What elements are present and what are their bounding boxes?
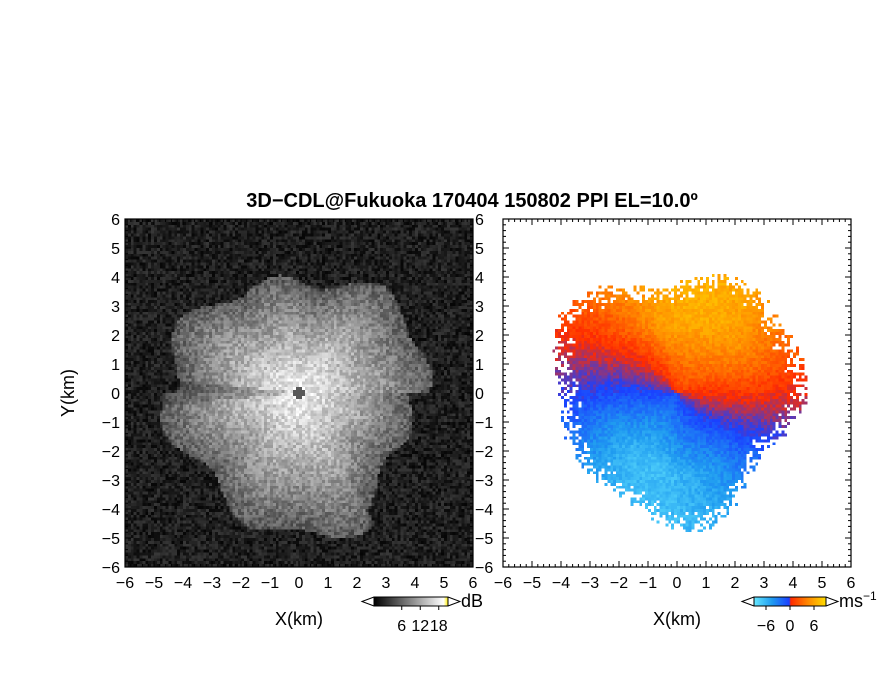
colorbar-tick-label: 6	[810, 618, 819, 635]
x-tick-label: 4	[789, 575, 798, 592]
y-tick-label: −3	[475, 473, 493, 490]
y-tick-label: 5	[111, 241, 120, 258]
x-tick-label: 5	[818, 575, 827, 592]
y-axis-label: Y(km)	[58, 369, 78, 417]
x-tick-label: 3	[382, 575, 391, 592]
y-tick-label: 0	[111, 386, 120, 403]
y-tick-label: −5	[475, 531, 493, 548]
colorbar-tick-label: 6	[397, 618, 406, 635]
colorbar-unit: ms−1	[839, 589, 877, 611]
velocity-heatmap	[503, 219, 851, 567]
x-tick-label: −1	[639, 575, 657, 592]
x-tick-label: −3	[581, 575, 599, 592]
y-tick-label: 1	[111, 357, 120, 374]
colorbar-gradient	[373, 596, 449, 607]
x-tick-label: −4	[552, 575, 570, 592]
y-tick-label: 1	[475, 357, 484, 374]
y-tick-label: −1	[475, 415, 493, 432]
y-tick-label: −6	[475, 560, 493, 577]
y-tick-label: 4	[111, 270, 120, 287]
x-tick-label: −6	[116, 575, 134, 592]
x-tick-label: 2	[731, 575, 740, 592]
y-tick-label: 4	[475, 270, 484, 287]
colorbar-unit-exponent: −1	[863, 589, 877, 603]
x-tick-label: 4	[411, 575, 420, 592]
x-tick-label: −6	[494, 575, 512, 592]
velocity-panel: −6 −5 −4 −3 −2 −1 0 1 2 3 4 5 6 X(km) −6 0 6 ms−1	[494, 218, 877, 635]
y-tick-label: 3	[475, 299, 484, 316]
y-tick-label: 2	[111, 328, 120, 345]
y-tick-labels: 6 6 5 5 4 4 3 3 2 2 1 1 0 0 −1 −1 −2 −2 −3 −3 −4 −4 −5 −5 −6 −6	[102, 212, 494, 577]
y-tick-label: −3	[102, 473, 120, 490]
colorbar-unit: dB	[461, 591, 483, 611]
x-tick-label: −5	[145, 575, 163, 592]
velocity-colorbar: −6 0 6 ms−1	[740, 589, 877, 635]
colorbar-unit-base: ms	[839, 591, 863, 611]
figure-title: 3D−CDL@Fukuoka 170404 150802 PPI EL=10.0…	[246, 190, 698, 212]
reflectivity-heatmap	[125, 219, 473, 567]
x-tick-label: −2	[232, 575, 250, 592]
y-tick-label: −2	[102, 444, 120, 461]
reflectivity-panel: 6 65 54 43 32 21 10 0−1 −1−2 −2−3 −3−4 −4−5 −5−6 −6 −…	[58, 212, 493, 635]
y-tick-label: −4	[475, 502, 493, 519]
y-tick-label: −1	[102, 415, 120, 432]
y-tick-label: −4	[102, 502, 120, 519]
y-tick-label: −6	[102, 560, 120, 577]
x-tick-label: 3	[760, 575, 769, 592]
y-tick-label: 2	[475, 328, 484, 345]
x-axis-label: X(km)	[653, 609, 701, 629]
colorbar-ticks: −6 0 6	[757, 606, 819, 635]
x-tick-label: 2	[353, 575, 362, 592]
x-tick-label: 6	[847, 575, 856, 592]
x-tick-label: −4	[174, 575, 192, 592]
y-tick-label: −5	[102, 531, 120, 548]
x-tick-labels: −6 −5 −4 −3 −2 −1 0 1 2 3 4 5 6	[494, 575, 856, 592]
x-tick-label: 1	[324, 575, 333, 592]
x-tick-label: 0	[673, 575, 682, 592]
colorbar-tick-label: −6	[757, 618, 775, 635]
x-axis-label: X(km)	[275, 609, 323, 629]
tick-marks	[124, 218, 474, 568]
x-tick-label: −1	[261, 575, 279, 592]
colorbar-tick-label: 12	[411, 618, 429, 635]
colorbar-gradient	[753, 596, 827, 607]
y-tick-label: 0	[475, 386, 484, 403]
x-tick-label: 5	[440, 575, 449, 592]
x-tick-label: 0	[295, 575, 304, 592]
y-tick-label: 3	[111, 299, 120, 316]
y-tick-label: 6	[111, 212, 120, 229]
reflectivity-colorbar: 6 12 18 dB	[360, 591, 483, 635]
y-tick-label: 6	[475, 212, 484, 229]
colorbar-tick-label: 0	[786, 618, 795, 635]
x-tick-label: 6	[469, 575, 478, 592]
colorbar-tick-label: 18	[430, 618, 448, 635]
x-tick-label: −3	[203, 575, 221, 592]
x-tick-label: 1	[702, 575, 711, 592]
x-tick-labels: −6 −5 −4 −3 −2 −1 0 1 2 3 4 5 6	[116, 575, 478, 592]
x-tick-label: −5	[523, 575, 541, 592]
y-tick-label: −2	[475, 444, 493, 461]
x-tick-label: −2	[610, 575, 628, 592]
colorbar-ticks: 6 12 18	[397, 606, 448, 635]
y-tick-label: 5	[475, 241, 484, 258]
tick-marks	[502, 218, 852, 568]
